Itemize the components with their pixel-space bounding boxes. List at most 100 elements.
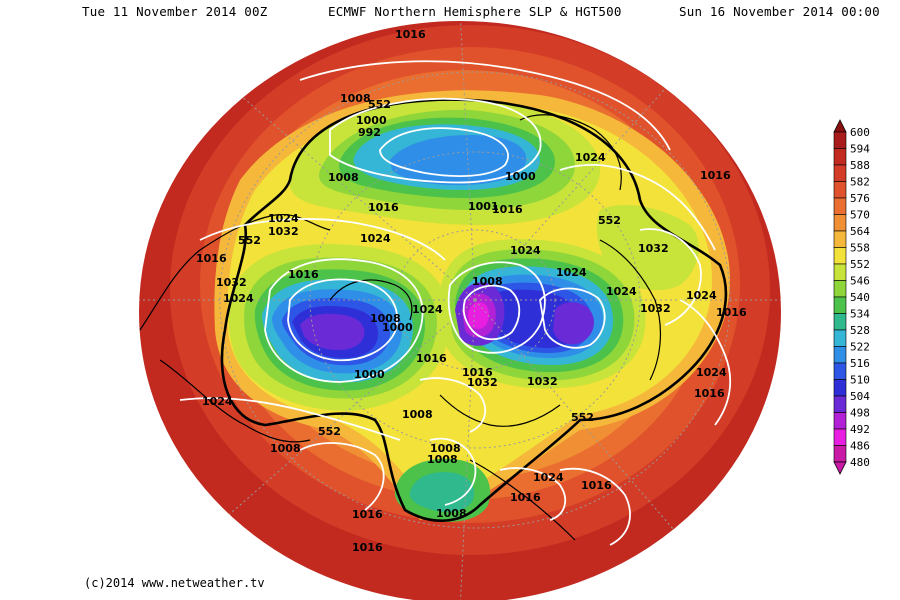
- coastlines: [139, 114, 662, 541]
- isobar-label: 1008: [472, 275, 503, 288]
- colorbar-swatches: [833, 119, 847, 475]
- isobar-label: 1016: [395, 28, 426, 41]
- colorbar-tick-label: 534: [850, 308, 870, 321]
- colorbar-swatch: [833, 346, 847, 364]
- isobar-label: 1024: [202, 395, 233, 408]
- colorbar-swatch: [833, 445, 847, 463]
- colorbar-tick-label: 588: [850, 159, 870, 172]
- colorbar-swatch: [833, 148, 847, 166]
- isobar-label: 1008: [328, 171, 359, 184]
- isobar-label: 1016: [288, 268, 319, 281]
- isobar-label: 1016: [368, 201, 399, 214]
- isobar-label: 1008: [436, 507, 467, 520]
- isobar-label: 1032: [638, 242, 669, 255]
- isobar-label: 992: [358, 126, 381, 139]
- isobar-label: 1000: [354, 368, 385, 381]
- colorbar-min-arrow: [833, 461, 847, 475]
- isobar-label: 1024: [412, 303, 443, 316]
- isobar-label: 1000: [382, 321, 413, 334]
- isobar-label: 1016: [694, 387, 725, 400]
- isobar-label: 1008: [270, 442, 301, 455]
- colorbar-tick-label: 600: [850, 126, 870, 139]
- colorbar-tick-label: 516: [850, 357, 870, 370]
- colorbar-swatch: [833, 412, 847, 430]
- colorbar-swatch: [833, 313, 847, 331]
- colorbar-swatch: [833, 263, 847, 281]
- colorbar-swatch: [833, 362, 847, 380]
- colorbar-swatch: [833, 379, 847, 397]
- colorbar-swatch: [833, 280, 847, 298]
- isobar-label: 1016: [352, 508, 383, 521]
- isobar-label: 1032: [216, 276, 247, 289]
- isobar-label: 1008: [402, 408, 433, 421]
- isobar-label: 1024: [575, 151, 606, 164]
- isobar-label: 1024: [686, 289, 717, 302]
- colorbar-swatch: [833, 131, 847, 149]
- isobar-label: 1024: [556, 266, 587, 279]
- isobar-label: 1024: [360, 232, 391, 245]
- colorbar-tick-label: 486: [850, 440, 870, 453]
- isobar-label: 1008: [430, 442, 461, 455]
- colorbar-legend: 600 594 588 582 576 570 564 558 552 546 540 534 528 5…: [833, 119, 870, 475]
- isobar-label: 1000: [505, 170, 536, 183]
- isobar-label: 552: [571, 411, 594, 424]
- copyright-credit: (c)2014 www.netweather.tv: [84, 576, 265, 590]
- colorbar-swatch: [833, 181, 847, 199]
- isobar-label: 1016: [581, 479, 612, 492]
- colorbar-tick-label: 480: [850, 456, 870, 469]
- isobar-label: 1032: [527, 375, 558, 388]
- isobar-label: 1016: [700, 169, 731, 182]
- isobar-label: 1024: [268, 212, 299, 225]
- isobar-label: 1016: [492, 203, 523, 216]
- colorbar-swatch: [833, 329, 847, 347]
- colorbar-tick-label: 540: [850, 291, 870, 304]
- isobar-label: 1032: [268, 225, 299, 238]
- hgt-552-contour: [220, 98, 728, 522]
- colorbar-swatch: [833, 247, 847, 265]
- isobar-label: 1016: [716, 306, 747, 319]
- colorbar-tick-label: 576: [850, 192, 870, 205]
- chart-title: ECMWF Northern Hemisphere SLP & HGT500: [328, 4, 622, 19]
- valid-time: Sun 16 November 2014 00:00: [679, 4, 880, 19]
- isobar-labels: 1016 1008 552 1000 992 1008 1024 1000 10…: [196, 28, 747, 554]
- isobar-label: 1008: [340, 92, 371, 105]
- colorbar-tick-label: 522: [850, 341, 870, 354]
- isobar-label: 1016: [510, 491, 541, 504]
- isobar-label: 1008: [427, 453, 458, 466]
- isobar-label: 1024: [606, 285, 637, 298]
- colorbar-tick-label: 582: [850, 176, 870, 189]
- isobar-label: 552: [368, 98, 391, 111]
- colorbar-tick-label: 564: [850, 225, 870, 238]
- colorbar-tick-label: 504: [850, 390, 870, 403]
- colorbar-tick-label: 570: [850, 209, 870, 222]
- colorbar-swatch: [833, 296, 847, 314]
- isobar-label: 1024: [510, 244, 541, 257]
- isobar-label: 1016: [462, 366, 493, 379]
- colorbar-swatch: [833, 214, 847, 232]
- colorbar-tick-label: 528: [850, 324, 870, 337]
- colorbar-max-arrow: [833, 119, 847, 133]
- colorbar-labels: 600 594 588 582 576 570 564 558 552 546 540 534 528 5…: [850, 126, 870, 469]
- colorbar-swatch: [833, 197, 847, 215]
- graticule: [138, 20, 782, 600]
- colorbar-swatch: [833, 230, 847, 248]
- isobar-label: 1016: [196, 252, 227, 265]
- colorbar-swatch: [833, 395, 847, 413]
- isobar-label: 1032: [640, 302, 671, 315]
- isobar-label: 552: [238, 234, 261, 247]
- colorbar-tick-label: 558: [850, 242, 870, 255]
- isobar-label: 1016: [352, 541, 383, 554]
- colorbar-swatch: [833, 164, 847, 182]
- isobar-label: 552: [318, 425, 341, 438]
- isobar-label: 1032: [467, 376, 498, 389]
- isobar-label: 1024: [223, 292, 254, 305]
- colorbar-swatch: [833, 428, 847, 446]
- isobar-label: 1016: [416, 352, 447, 365]
- forecast-init-time: Tue 11 November 2014 00Z: [82, 4, 268, 19]
- colorbar-tick-label: 492: [850, 423, 870, 436]
- colorbar-tick-label: 510: [850, 374, 870, 387]
- map-boundary: [137, 19, 783, 600]
- isobar-label: 1024: [533, 471, 564, 484]
- colorbar-tick-label: 594: [850, 143, 870, 156]
